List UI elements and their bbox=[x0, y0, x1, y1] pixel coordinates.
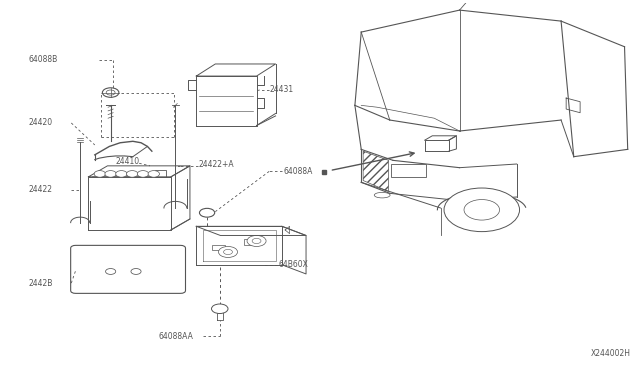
Circle shape bbox=[131, 269, 141, 275]
Bar bbox=[155, 170, 166, 177]
Bar bbox=[391, 164, 426, 177]
Circle shape bbox=[105, 171, 116, 177]
Text: 64088B: 64088B bbox=[28, 55, 58, 64]
Circle shape bbox=[252, 238, 261, 244]
FancyBboxPatch shape bbox=[70, 246, 186, 294]
Text: 24420: 24420 bbox=[28, 118, 52, 128]
Text: 64088AA: 64088AA bbox=[158, 333, 193, 341]
Circle shape bbox=[247, 235, 266, 247]
Text: 24410: 24410 bbox=[116, 157, 140, 166]
Text: 64B60X: 64B60X bbox=[279, 260, 308, 269]
Circle shape bbox=[94, 171, 106, 177]
Circle shape bbox=[223, 249, 232, 254]
Circle shape bbox=[127, 171, 138, 177]
Polygon shape bbox=[363, 151, 388, 192]
Text: 64088A: 64088A bbox=[284, 167, 312, 176]
Bar bbox=[244, 239, 257, 245]
Circle shape bbox=[106, 269, 116, 275]
Circle shape bbox=[464, 199, 500, 220]
Text: 24422: 24422 bbox=[28, 185, 52, 194]
Text: 24431: 24431 bbox=[269, 86, 293, 94]
Circle shape bbox=[200, 208, 214, 217]
Circle shape bbox=[218, 247, 237, 257]
Circle shape bbox=[106, 90, 115, 95]
Bar bbox=[212, 245, 225, 250]
Text: X244002H: X244002H bbox=[591, 349, 631, 358]
Circle shape bbox=[148, 171, 159, 177]
Circle shape bbox=[137, 171, 148, 177]
Circle shape bbox=[102, 88, 119, 97]
Circle shape bbox=[211, 304, 228, 314]
Ellipse shape bbox=[374, 192, 390, 198]
Circle shape bbox=[116, 171, 127, 177]
Circle shape bbox=[444, 188, 520, 232]
Text: 2442B: 2442B bbox=[28, 279, 52, 288]
Text: 24422+A: 24422+A bbox=[198, 160, 234, 169]
